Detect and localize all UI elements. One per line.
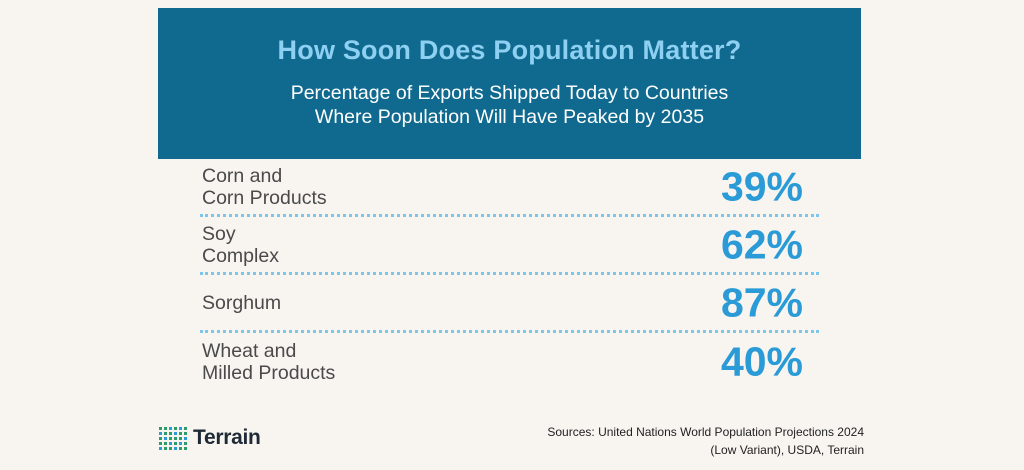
terrain-logo-icon xyxy=(159,426,187,450)
subtitle-line: Percentage of Exports Shipped Today to C… xyxy=(290,82,729,104)
row-label-line: Sorghum xyxy=(202,291,282,314)
row-label-line: Corn Products xyxy=(202,186,327,209)
row-value: 87% xyxy=(720,279,803,325)
row-label-line: Wheat and xyxy=(202,340,297,362)
row-label: Sorghum xyxy=(202,292,462,314)
terrain-logo: Terrain xyxy=(159,423,261,453)
row-label-line: Milled Products xyxy=(202,362,336,384)
row-label: Soy Complex xyxy=(202,223,462,267)
data-table: Corn and Corn Products 39% Soy Complex 6… xyxy=(200,159,819,391)
table-row-wheat: Wheat and Milled Products 40% xyxy=(200,333,819,391)
row-value: 39% xyxy=(720,163,803,209)
row-label: Wheat and Milled Products xyxy=(202,340,462,384)
row-value: 40% xyxy=(720,338,803,385)
chart-title: How Soon Does Population Matter? xyxy=(277,35,742,65)
row-label: Corn and Corn Products xyxy=(202,165,462,209)
sources-line: Sources: United Nations World Population… xyxy=(547,425,864,439)
table-row-corn: Corn and Corn Products 39% xyxy=(200,159,819,217)
table-row-sorghum: Sorghum 87% xyxy=(200,275,819,333)
sources-note: Sources: United Nations World Population… xyxy=(547,423,864,459)
row-label-line: Complex xyxy=(202,244,279,267)
row-label-line: Corn and xyxy=(202,164,283,187)
subtitle-line: Where Population Will Have Peaked by 203… xyxy=(314,106,705,128)
row-label-line: Soy xyxy=(202,222,236,245)
row-value: 62% xyxy=(720,221,803,267)
chart-subtitle: Percentage of Exports Shipped Today to C… xyxy=(198,81,821,129)
table-row-soy: Soy Complex 62% xyxy=(200,217,819,275)
header-banner: How Soon Does Population Matter? Percent… xyxy=(158,8,861,159)
logo-text: Terrain xyxy=(193,426,261,449)
sources-line: (Low Variant), USDA, Terrain xyxy=(710,443,864,457)
